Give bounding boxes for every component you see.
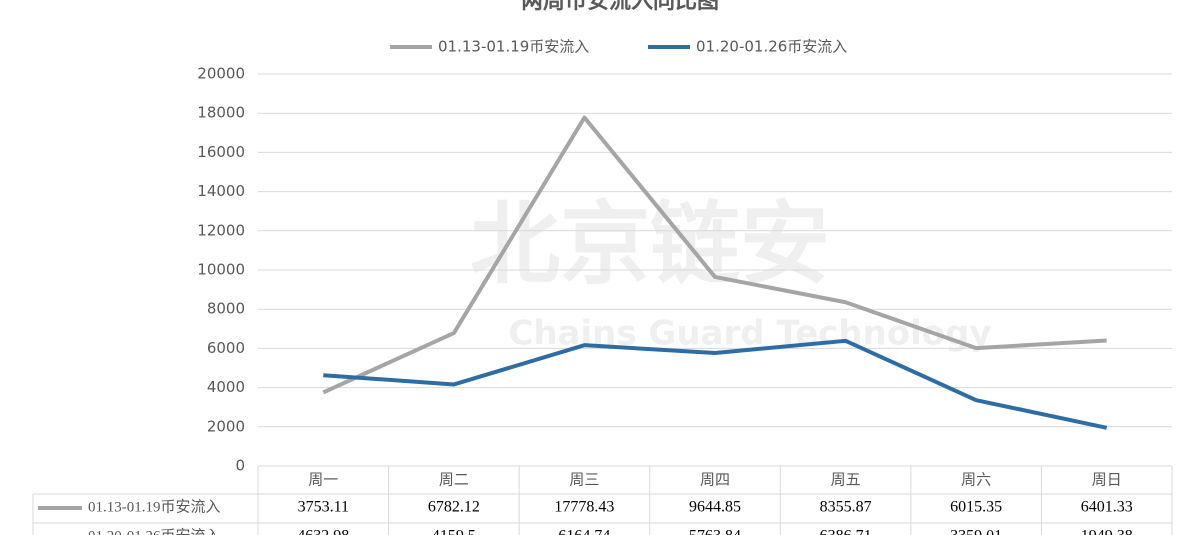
table-cell: 1949.38 bbox=[1081, 528, 1133, 535]
series-line bbox=[323, 338, 1108, 430]
table-cell: 8355.87 bbox=[820, 499, 872, 516]
y-tick-label: 18000 bbox=[197, 104, 245, 122]
y-tick-label: 12000 bbox=[197, 221, 245, 239]
table-cell: 4159.5 bbox=[432, 528, 476, 535]
table-cell: 3359.01 bbox=[950, 528, 1002, 535]
watermark: 北京链安 bbox=[470, 192, 830, 297]
y-tick-label: 16000 bbox=[197, 143, 245, 161]
y-tick-label: 8000 bbox=[207, 300, 245, 318]
series-line bbox=[322, 115, 1107, 395]
table-row-label: 01.13-01.19币安流入 bbox=[88, 498, 221, 515]
y-tick-label: 14000 bbox=[197, 182, 245, 200]
y-tick-label: 10000 bbox=[197, 261, 245, 279]
table-cell: 5763.84 bbox=[689, 528, 741, 535]
table-cell: 6164.74 bbox=[558, 528, 610, 535]
y-tick-label: 6000 bbox=[207, 339, 245, 357]
y-tick-label: 2000 bbox=[207, 417, 245, 435]
x-tick-label: 周日 bbox=[1092, 471, 1122, 489]
x-tick-label: 周二 bbox=[439, 471, 469, 489]
table-row-label: 01.20-01.26币安流入 bbox=[88, 527, 221, 535]
table-cell: 6782.12 bbox=[428, 499, 480, 516]
x-tick-label: 周三 bbox=[569, 471, 599, 489]
x-tick-label: 周五 bbox=[831, 471, 861, 489]
legend-label: 01.20-01.26币安流入 bbox=[696, 38, 847, 56]
x-tick-label: 周六 bbox=[961, 471, 991, 489]
y-tick-label: 4000 bbox=[207, 378, 245, 396]
table-cell: 6386.71 bbox=[820, 528, 872, 535]
legend-label: 01.13-01.19币安流入 bbox=[438, 38, 589, 56]
y-tick-label: 20000 bbox=[197, 65, 245, 83]
chart-title: 两周币安流入同比图 bbox=[521, 0, 719, 14]
table-cell: 3753.11 bbox=[298, 499, 349, 516]
table-cell: 6015.35 bbox=[950, 499, 1002, 516]
y-tick-label: 0 bbox=[235, 457, 245, 475]
x-tick-label: 周一 bbox=[308, 471, 338, 489]
table-cell: 9644.85 bbox=[689, 499, 741, 516]
table-cell: 4632.98 bbox=[297, 528, 349, 535]
x-tick-label: 周四 bbox=[700, 471, 730, 489]
table-cell: 6401.33 bbox=[1081, 499, 1133, 516]
table-cell: 17778.43 bbox=[554, 499, 614, 516]
